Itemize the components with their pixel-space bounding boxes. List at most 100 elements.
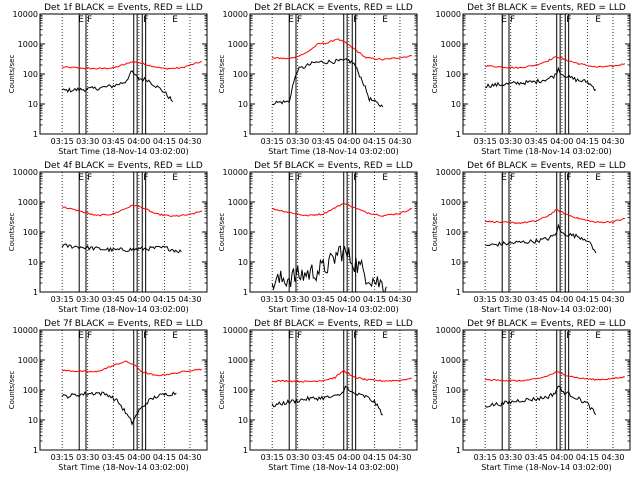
- segment-letter: E: [382, 331, 388, 341]
- segment-letter: F: [143, 331, 148, 341]
- events-series-line: [61, 391, 177, 426]
- x-tick-label: 03:15: [261, 453, 284, 462]
- y-tick-label: 1000: [228, 198, 248, 207]
- x-tick-label: 04:00: [337, 137, 360, 146]
- segment-letter: E: [172, 173, 178, 183]
- events-series-line: [484, 385, 597, 416]
- y-axis-label: Counts/sec: [8, 213, 16, 252]
- x-tick-label: 03:15: [51, 453, 74, 462]
- x-tick-label: 04:15: [576, 453, 599, 462]
- y-tick-label: 10000: [223, 326, 248, 335]
- y-tick-label: 10: [28, 258, 38, 267]
- y-tick-label: 1000: [18, 198, 38, 207]
- lld-series-line: [271, 38, 413, 61]
- segment-letter: E: [172, 15, 178, 25]
- x-tick-label: 03:30: [499, 137, 522, 146]
- segment-letter: E: [172, 331, 178, 341]
- y-tick-label: 100: [23, 228, 38, 237]
- y-tick-label: 100: [23, 70, 38, 79]
- x-tick-label: 03:15: [474, 295, 497, 304]
- y-tick-label: 10000: [13, 326, 38, 335]
- panel-title: Det 4f BLACK = Events, RED = LLD: [44, 161, 203, 171]
- events-series-line: [485, 223, 597, 254]
- events-series-line: [271, 385, 383, 416]
- y-tick-label: 10000: [223, 10, 248, 19]
- segment-letter: F: [87, 173, 92, 183]
- plot-frame: [462, 171, 631, 293]
- x-tick-label: 03:30: [286, 453, 309, 462]
- y-axis-label: Counts/sec: [218, 371, 226, 410]
- x-tick-label: 04:00: [550, 295, 573, 304]
- lld-series-line: [272, 203, 412, 217]
- segment-letter: F: [87, 15, 92, 25]
- x-tick-label: 04:00: [337, 295, 360, 304]
- y-tick-label: 100: [446, 228, 461, 237]
- segment-letter: F: [87, 331, 92, 341]
- segment-letter: F: [510, 331, 515, 341]
- segment-letter: E: [78, 15, 84, 25]
- x-tick-label: 03:15: [261, 295, 284, 304]
- segment-letter: E: [288, 331, 294, 341]
- plot-frame: [39, 13, 208, 135]
- y-tick-label: 1000: [18, 356, 38, 365]
- segment-letter: F: [510, 173, 515, 183]
- plot-frame: [39, 171, 208, 293]
- segment-letter: F: [143, 173, 148, 183]
- x-tick-label: 04:30: [178, 295, 201, 304]
- x-axis-label: Start Time (18-Nov-14 03:02:00): [58, 147, 188, 156]
- segment-letter: E: [382, 173, 388, 183]
- x-tick-label: 03:30: [76, 137, 99, 146]
- x-tick-label: 04:15: [363, 295, 386, 304]
- segment-letter: E: [78, 173, 84, 183]
- x-tick-label: 04:30: [601, 137, 624, 146]
- lld-series-line: [62, 360, 203, 377]
- events-series-line: [271, 245, 387, 293]
- x-tick-label: 03:30: [76, 453, 99, 462]
- segment-letter: E: [595, 15, 601, 25]
- plot-frame: [462, 329, 631, 451]
- y-tick-label: 10: [451, 100, 461, 109]
- y-tick-label: 1: [33, 130, 38, 139]
- y-tick-label: 100: [23, 386, 38, 395]
- panel-title: Det 3f BLACK = Events, RED = LLD: [467, 3, 626, 13]
- events-series-line: [485, 66, 597, 92]
- events-series-line: [272, 58, 384, 108]
- panel-title: Det 8f BLACK = Events, RED = LLD: [254, 319, 413, 329]
- y-tick-label: 100: [233, 228, 248, 237]
- x-tick-label: 03:30: [286, 295, 309, 304]
- y-tick-label: 1: [243, 130, 248, 139]
- x-tick-label: 03:45: [525, 295, 548, 304]
- lld-series-line: [62, 60, 202, 70]
- y-tick-label: 1000: [18, 40, 38, 49]
- x-tick-label: 03:15: [474, 453, 497, 462]
- x-tick-label: 04:30: [601, 295, 624, 304]
- x-tick-label: 04:30: [388, 137, 411, 146]
- y-tick-label: 10000: [13, 168, 38, 177]
- x-tick-label: 04:30: [388, 453, 411, 462]
- y-tick-label: 10000: [436, 10, 461, 19]
- x-tick-label: 04:00: [550, 453, 573, 462]
- panel-title: Det 2f BLACK = Events, RED = LLD: [254, 3, 413, 13]
- y-tick-label: 10: [28, 100, 38, 109]
- x-tick-label: 04:15: [363, 137, 386, 146]
- segment-letter: E: [501, 173, 507, 183]
- x-tick-label: 04:00: [127, 453, 150, 462]
- x-tick-label: 04:30: [178, 453, 201, 462]
- x-tick-label: 03:30: [76, 295, 99, 304]
- y-tick-label: 1: [456, 130, 461, 139]
- x-tick-label: 03:45: [102, 453, 125, 462]
- panel-title: Det 7f BLACK = Events, RED = LLD: [44, 319, 203, 329]
- y-axis-label: Counts/sec: [431, 213, 439, 252]
- segment-letter: E: [501, 331, 507, 341]
- y-tick-label: 1000: [441, 198, 461, 207]
- plot-frame: [249, 171, 418, 293]
- x-tick-label: 04:00: [127, 137, 150, 146]
- x-axis-label: Start Time (18-Nov-14 03:02:00): [268, 463, 398, 472]
- segment-letter: F: [143, 15, 148, 25]
- segment-letter: F: [510, 15, 515, 25]
- x-axis-label: Start Time (18-Nov-14 03:02:00): [58, 463, 188, 472]
